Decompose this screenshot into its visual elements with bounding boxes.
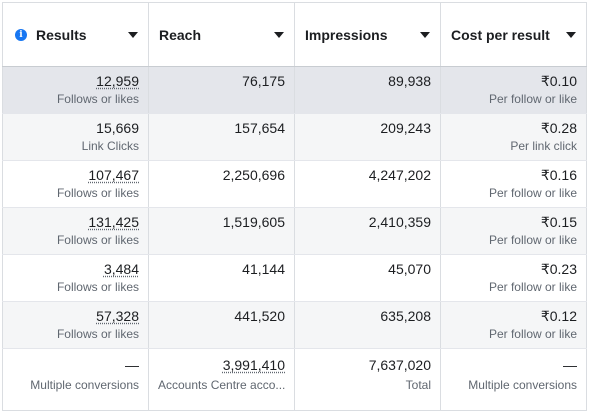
table-row[interactable]: 57,328 Follows or likes 441,520 635,208 … (2, 301, 587, 349)
info-icon[interactable]: i (15, 28, 27, 41)
impressions-cell: 209,243 (294, 113, 441, 161)
table-row[interactable]: 107,467 Follows or likes 2,250,696 4,247… (2, 160, 587, 208)
reach-value: 441,520 (234, 308, 285, 324)
cost-type: Per follow or like (488, 327, 577, 341)
cost-cell: ₹0.15 Per follow or like (440, 207, 587, 255)
impressions-value: 89,938 (388, 73, 431, 89)
header-row: i Results Reach Impressions Cos (2, 2, 587, 67)
chevron-down-icon[interactable] (274, 31, 284, 38)
cost-type: Per follow or like (488, 92, 577, 106)
results-value[interactable]: 131,425 (88, 214, 139, 230)
chevron-down-icon[interactable] (566, 31, 576, 38)
results-total-type: Multiple conversions (30, 378, 139, 392)
results-type: Follows or likes (56, 280, 139, 294)
table-row[interactable]: 12,959 Follows or likes 76,175 89,938 ₹0… (2, 66, 587, 114)
results-cell: 3,484 Follows or likes (2, 254, 149, 302)
table-row[interactable]: 3,484 Follows or likes 41,144 45,070 ₹0.… (2, 254, 587, 302)
impressions-value: 4,247,202 (368, 167, 431, 183)
cost-type: Per follow or like (488, 233, 577, 247)
results-type: Link Clicks (81, 139, 139, 153)
reach-value: 41,144 (242, 261, 285, 277)
cost-value: ₹0.16 (540, 167, 577, 183)
impressions-cell: 2,410,359 (294, 207, 441, 255)
impressions-value: 635,208 (380, 308, 431, 324)
reach-cell: 2,250,696 (148, 160, 295, 208)
cost-type: Per follow or like (488, 186, 577, 200)
reach-total-cell: 3,991,410 Accounts Centre acco... (148, 348, 295, 411)
results-type: Follows or likes (56, 327, 139, 341)
chevron-down-icon[interactable] (420, 31, 430, 38)
cost-cell: ₹0.28 Per link click (440, 113, 587, 161)
results-value[interactable]: 107,467 (88, 167, 139, 183)
reach-cell: 76,175 (148, 66, 295, 114)
reach-value: 1,519,605 (222, 214, 285, 230)
cost-total-type: Multiple conversions (468, 378, 577, 392)
reach-value: 76,175 (242, 73, 285, 89)
reach-total-value[interactable]: 3,991,410 (222, 357, 285, 373)
reach-cell: 441,520 (148, 301, 295, 349)
results-total-value: — (125, 357, 139, 373)
reach-value: 157,654 (234, 120, 285, 136)
column-header-cost-per-result[interactable]: Cost per result (440, 2, 587, 67)
impressions-cell: 635,208 (294, 301, 441, 349)
impressions-cell: 89,938 (294, 66, 441, 114)
results-value[interactable]: 57,328 (96, 308, 139, 324)
results-value[interactable]: 3,484 (103, 261, 139, 277)
impressions-value: 209,243 (380, 120, 431, 136)
impressions-cell: 45,070 (294, 254, 441, 302)
column-header-reach[interactable]: Reach (148, 2, 295, 67)
impressions-value: 2,410,359 (368, 214, 431, 230)
cost-value: ₹0.28 (540, 120, 577, 136)
cost-value: ₹0.23 (540, 261, 577, 277)
reach-cell: 1,519,605 (148, 207, 295, 255)
cost-value: ₹0.15 (540, 214, 577, 230)
reach-total-type: Accounts Centre acco... (158, 378, 285, 392)
cost-value: ₹0.10 (540, 73, 577, 89)
results-value: 15,669 (96, 120, 139, 136)
cost-cell: ₹0.12 Per follow or like (440, 301, 587, 349)
cost-value: ₹0.12 (540, 308, 577, 324)
totals-row: — Multiple conversions 3,991,410 Account… (2, 348, 587, 411)
results-cell: 107,467 Follows or likes (2, 160, 149, 208)
results-type: Follows or likes (56, 92, 139, 106)
chevron-down-icon[interactable] (128, 31, 138, 38)
results-type: Follows or likes (56, 186, 139, 200)
reach-value: 2,250,696 (222, 167, 285, 183)
results-cell: 131,425 Follows or likes (2, 207, 149, 255)
column-header-results[interactable]: i Results (2, 2, 149, 67)
cost-cell: ₹0.23 Per follow or like (440, 254, 587, 302)
results-cell: 12,959 Follows or likes (2, 66, 149, 114)
cost-cell: ₹0.16 Per follow or like (440, 160, 587, 208)
cost-total-cell: — Multiple conversions (440, 348, 587, 411)
results-total-cell: — Multiple conversions (2, 348, 149, 411)
results-cell: 57,328 Follows or likes (2, 301, 149, 349)
impressions-total-type: Total (405, 378, 431, 392)
table-row[interactable]: 15,669 Link Clicks 157,654 209,243 ₹0.28… (2, 113, 587, 161)
cost-type: Per link click (510, 139, 577, 153)
cost-type: Per follow or like (488, 280, 577, 294)
column-header-label: Results (36, 26, 87, 43)
results-value[interactable]: 12,959 (96, 73, 139, 89)
reach-cell: 157,654 (148, 113, 295, 161)
column-header-label: Impressions (305, 26, 388, 43)
cost-cell: ₹0.10 Per follow or like (440, 66, 587, 114)
column-header-impressions[interactable]: Impressions (294, 2, 441, 67)
reach-cell: 41,144 (148, 254, 295, 302)
column-header-label: Reach (159, 26, 202, 43)
impressions-cell: 4,247,202 (294, 160, 441, 208)
impressions-total-cell: 7,637,020 Total (294, 348, 441, 411)
results-type: Follows or likes (56, 233, 139, 247)
impressions-value: 45,070 (388, 261, 431, 277)
table-row[interactable]: 131,425 Follows or likes 1,519,605 2,410… (2, 207, 587, 255)
impressions-total-value: 7,637,020 (368, 357, 431, 373)
column-header-label: Cost per result (451, 26, 550, 43)
results-cell: 15,669 Link Clicks (2, 113, 149, 161)
cost-total-value: — (563, 357, 577, 373)
